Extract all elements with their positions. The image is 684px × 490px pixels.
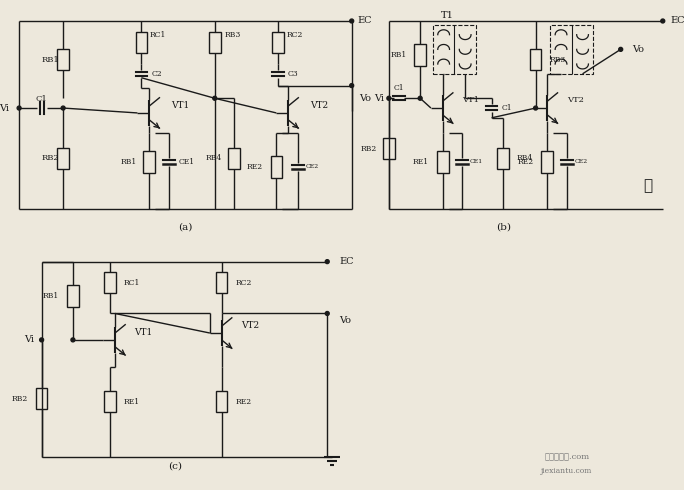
Text: CE2: CE2 xyxy=(575,159,588,164)
Circle shape xyxy=(661,19,665,23)
Text: RB2: RB2 xyxy=(12,394,28,403)
Text: RE2: RE2 xyxy=(235,397,252,406)
Text: VT1: VT1 xyxy=(171,100,189,110)
Bar xyxy=(433,25,476,74)
Text: Vo: Vo xyxy=(339,316,351,325)
Bar xyxy=(104,391,116,412)
Text: 电工接线图.com: 电工接线图.com xyxy=(544,453,590,461)
Text: jiexiantu.com: jiexiantu.com xyxy=(541,467,592,475)
Bar xyxy=(104,272,116,294)
Text: RB1: RB1 xyxy=(120,158,137,166)
Circle shape xyxy=(17,106,21,110)
Text: RB3: RB3 xyxy=(549,56,566,64)
Text: RB4: RB4 xyxy=(205,154,222,162)
Bar xyxy=(144,151,155,172)
Circle shape xyxy=(326,260,329,264)
Text: (c): (c) xyxy=(169,462,183,471)
Text: RC2: RC2 xyxy=(286,31,302,39)
Bar xyxy=(215,391,228,412)
Bar xyxy=(36,388,47,409)
Text: Vo: Vo xyxy=(360,94,371,103)
Text: RC1: RC1 xyxy=(149,31,166,39)
Bar xyxy=(209,32,221,53)
Text: CE1: CE1 xyxy=(470,159,484,164)
Bar xyxy=(67,285,79,307)
Bar xyxy=(135,32,147,53)
Bar xyxy=(57,147,69,169)
Text: VT2: VT2 xyxy=(241,321,259,330)
Circle shape xyxy=(350,84,354,88)
Text: RC2: RC2 xyxy=(235,279,252,287)
Bar xyxy=(529,49,542,71)
Text: RB1: RB1 xyxy=(391,51,406,59)
Text: VT2: VT2 xyxy=(567,96,583,104)
Text: VT1: VT1 xyxy=(462,96,479,104)
Text: RB3: RB3 xyxy=(224,31,241,39)
Text: C2: C2 xyxy=(151,70,162,78)
Text: RB1: RB1 xyxy=(43,292,60,300)
Circle shape xyxy=(40,338,44,342)
Text: C1: C1 xyxy=(393,84,404,93)
Text: C1: C1 xyxy=(501,104,512,112)
Text: RB1: RB1 xyxy=(42,56,60,64)
Text: RB4: RB4 xyxy=(517,154,534,162)
Circle shape xyxy=(326,312,329,316)
Circle shape xyxy=(71,338,75,342)
Text: C3: C3 xyxy=(288,70,299,78)
Text: T1: T1 xyxy=(441,11,454,20)
Bar xyxy=(550,25,593,74)
Circle shape xyxy=(61,106,65,110)
Bar xyxy=(437,151,449,172)
Text: (b): (b) xyxy=(496,222,511,231)
Text: VT1: VT1 xyxy=(135,327,153,337)
Circle shape xyxy=(387,97,391,100)
Text: C1: C1 xyxy=(36,95,47,103)
Text: RE2: RE2 xyxy=(518,158,534,166)
Circle shape xyxy=(619,48,622,51)
Text: Vi: Vi xyxy=(0,103,10,113)
Text: RB2: RB2 xyxy=(361,145,377,153)
Circle shape xyxy=(534,106,538,110)
Bar xyxy=(215,272,228,294)
Text: CE2: CE2 xyxy=(306,164,319,169)
Bar xyxy=(383,138,395,159)
Text: ④: ④ xyxy=(644,179,653,194)
Text: RB2: RB2 xyxy=(42,154,60,162)
Circle shape xyxy=(213,97,217,100)
Text: Vo: Vo xyxy=(633,45,644,54)
Text: Vi: Vi xyxy=(374,94,384,103)
Text: EC: EC xyxy=(339,257,354,266)
Bar xyxy=(57,49,69,71)
Text: RE1: RE1 xyxy=(124,397,140,406)
Text: Vi: Vi xyxy=(24,335,34,344)
Text: RE1: RE1 xyxy=(413,158,429,166)
Text: RC1: RC1 xyxy=(124,279,140,287)
Bar xyxy=(497,147,509,169)
Text: (a): (a) xyxy=(179,222,193,231)
Text: CE1: CE1 xyxy=(179,158,195,166)
Text: EC: EC xyxy=(670,17,684,25)
Text: EC: EC xyxy=(357,17,371,25)
Bar xyxy=(270,156,282,177)
Bar xyxy=(542,151,553,172)
Bar xyxy=(415,44,426,66)
Bar xyxy=(228,147,240,169)
Circle shape xyxy=(350,19,354,23)
Text: RE2: RE2 xyxy=(246,163,263,171)
Bar xyxy=(272,32,284,53)
Text: VT2: VT2 xyxy=(310,100,328,110)
Circle shape xyxy=(418,97,422,100)
